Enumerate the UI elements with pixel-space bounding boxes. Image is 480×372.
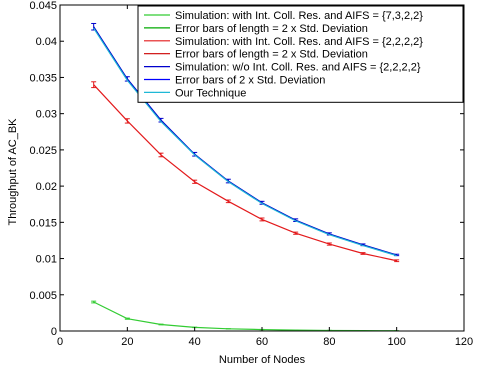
series-2 [91,81,400,263]
error-bar [259,217,265,222]
y-tick-label: 0 [51,326,57,338]
x-tick-label: 20 [121,336,133,348]
x-tick-label: 0 [57,336,63,348]
y-tick-label: 0.01 [36,254,57,266]
y-tick-label: 0.025 [29,145,57,157]
error-bar [91,81,97,89]
axes-layer: 0 20 40 60 80 100 120 0 0.005 0.01 0.015 0.02 0.025 0… [29,0,473,348]
y-tick-label: 0.04 [36,36,57,48]
error-bar [225,199,231,204]
error-bar [91,300,97,304]
y-tick-label: 0.015 [29,217,57,229]
y-tick-label: 0.045 [29,0,57,12]
legend-item: Error bars of length = 2 x Std. Deviatio… [144,23,368,35]
legend-label: Simulation: with Int. Coll. Res. and AIF… [175,36,423,48]
legend-item: Error bars of 2 x Std. Deviation [144,75,325,87]
x-tick-label: 60 [256,336,268,348]
legend-item: Simulation: with Int. Coll. Res. and AIF… [144,36,423,48]
y-tick-label: 0.03 [36,109,57,121]
legend-label: Error bars of length = 2 x Std. Deviatio… [175,23,368,35]
legend-item: Our Technique [144,87,246,99]
x-tick-label: 80 [323,336,335,348]
legend-label: Simulation: w/o Int. Coll. Res. and AIFS… [175,62,421,74]
error-bar [158,152,164,158]
y-tick-label: 0.035 [29,72,57,84]
error-bar [192,179,198,184]
legend-box [137,5,464,103]
error-bar [293,231,299,235]
legend: Simulation: with Int. Coll. Res. and AIF… [137,5,464,103]
legend-label: Error bars of 2 x Std. Deviation [175,75,325,87]
legend-item: Simulation: w/o Int. Coll. Res. and AIFS… [144,62,421,74]
x-tick-label: 120 [455,336,473,348]
legend-item: Simulation: with Int. Coll. Res. and AIF… [144,10,423,22]
series-line [93,84,397,262]
x-tick-label: 100 [387,336,405,348]
error-bar [394,259,400,263]
legend-label: Our Technique [175,87,246,99]
legend-item: Error bars of length = 2 x Std. Deviatio… [144,49,368,61]
error-bar [124,118,130,124]
y-axis-label: Throughput of AC_BK [7,118,19,226]
y-tick-label: 0.02 [36,181,57,193]
y-tick-label: 0.005 [29,290,57,302]
x-tick-label: 40 [189,336,201,348]
legend-label: Simulation: with Int. Coll. Res. and AIF… [175,10,423,22]
legend-label: Error bars of length = 2 x Std. Deviatio… [175,49,368,61]
x-axis-label: Number of Nodes [219,354,306,366]
error-bar [158,323,164,326]
error-bar [360,252,366,255]
error-bar [326,242,332,246]
error-bar [124,317,130,320]
